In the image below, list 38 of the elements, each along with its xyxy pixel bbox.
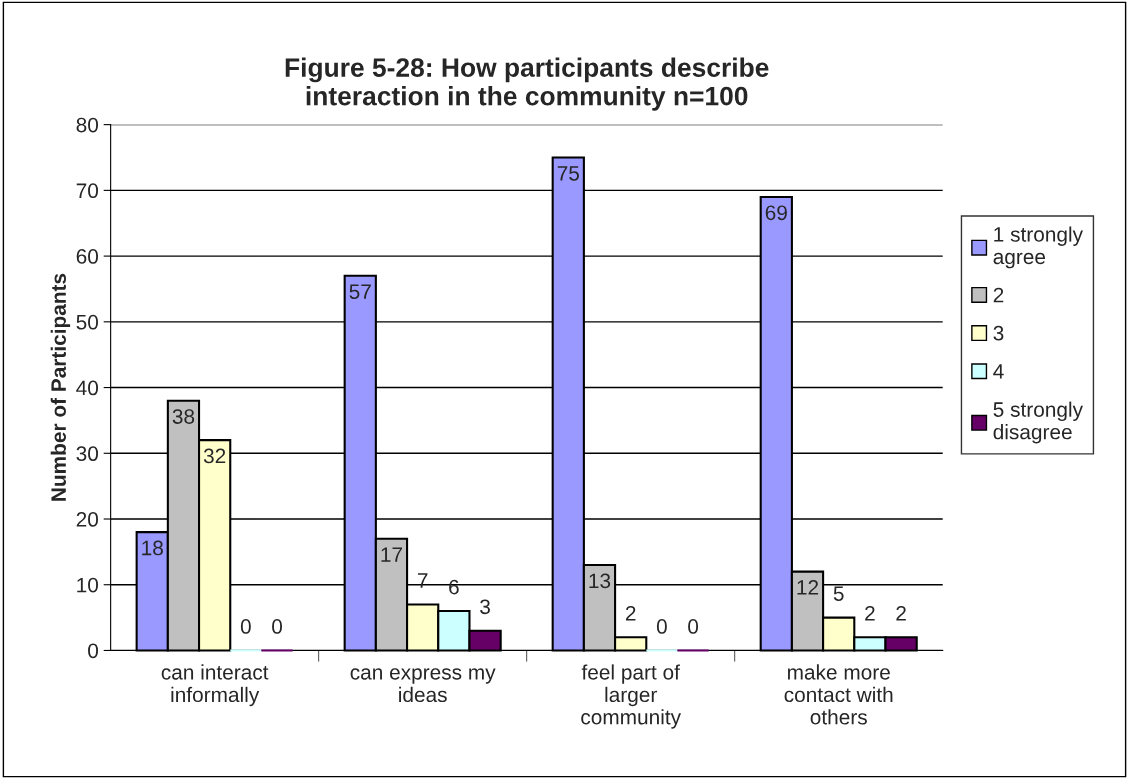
x-tick-label: feel part of larger community — [581, 664, 682, 729]
y-tick-label: 70 — [76, 183, 99, 199]
data-label: 17 — [381, 547, 403, 562]
legend-label: 1 strongly agree — [993, 226, 1083, 269]
chart-title: Figure 5-28: How participants describe interaction in the community n=100 — [285, 57, 769, 111]
y-tick-label: 30 — [76, 446, 99, 462]
y-tick-label: 40 — [76, 380, 99, 396]
legend-label: 5 strongly disagree — [993, 401, 1083, 444]
data-label: 12 — [797, 580, 819, 595]
y-tick-label: 10 — [77, 577, 99, 593]
data-label: 0 — [688, 619, 699, 634]
data-label: 2 — [896, 605, 906, 621]
y-tick-label: 0 — [88, 643, 99, 659]
y-axis-title: Number of Participants — [50, 273, 71, 501]
legend-label: 4 — [993, 364, 1004, 379]
data-label: 18 — [142, 540, 163, 556]
data-label: 32 — [203, 448, 226, 464]
y-tick-label: 20 — [76, 512, 99, 527]
y-tick-label: 50 — [76, 314, 99, 330]
data-label: 69 — [765, 205, 787, 221]
x-tick-label: can interact informally — [161, 664, 269, 707]
legend-label: 2 — [993, 287, 1004, 303]
data-label: 38 — [172, 409, 195, 424]
legend-label: 3 — [993, 325, 1004, 341]
data-label: 3 — [480, 599, 490, 615]
x-tick-label: can express my ideas — [350, 668, 496, 703]
data-label: 2 — [865, 605, 875, 621]
y-tick-label: 80 — [76, 117, 99, 133]
data-label: 0 — [240, 619, 251, 634]
data-label: 2 — [625, 605, 636, 621]
data-label: 0 — [272, 619, 283, 634]
x-tick-label: make more contact with others — [784, 664, 893, 725]
data-label: 5 — [833, 586, 844, 601]
data-label: 13 — [589, 573, 611, 589]
data-label: 75 — [557, 166, 579, 181]
y-tick-label: 60 — [76, 249, 99, 264]
data-label: 57 — [349, 284, 371, 299]
data-label: 0 — [656, 619, 667, 634]
